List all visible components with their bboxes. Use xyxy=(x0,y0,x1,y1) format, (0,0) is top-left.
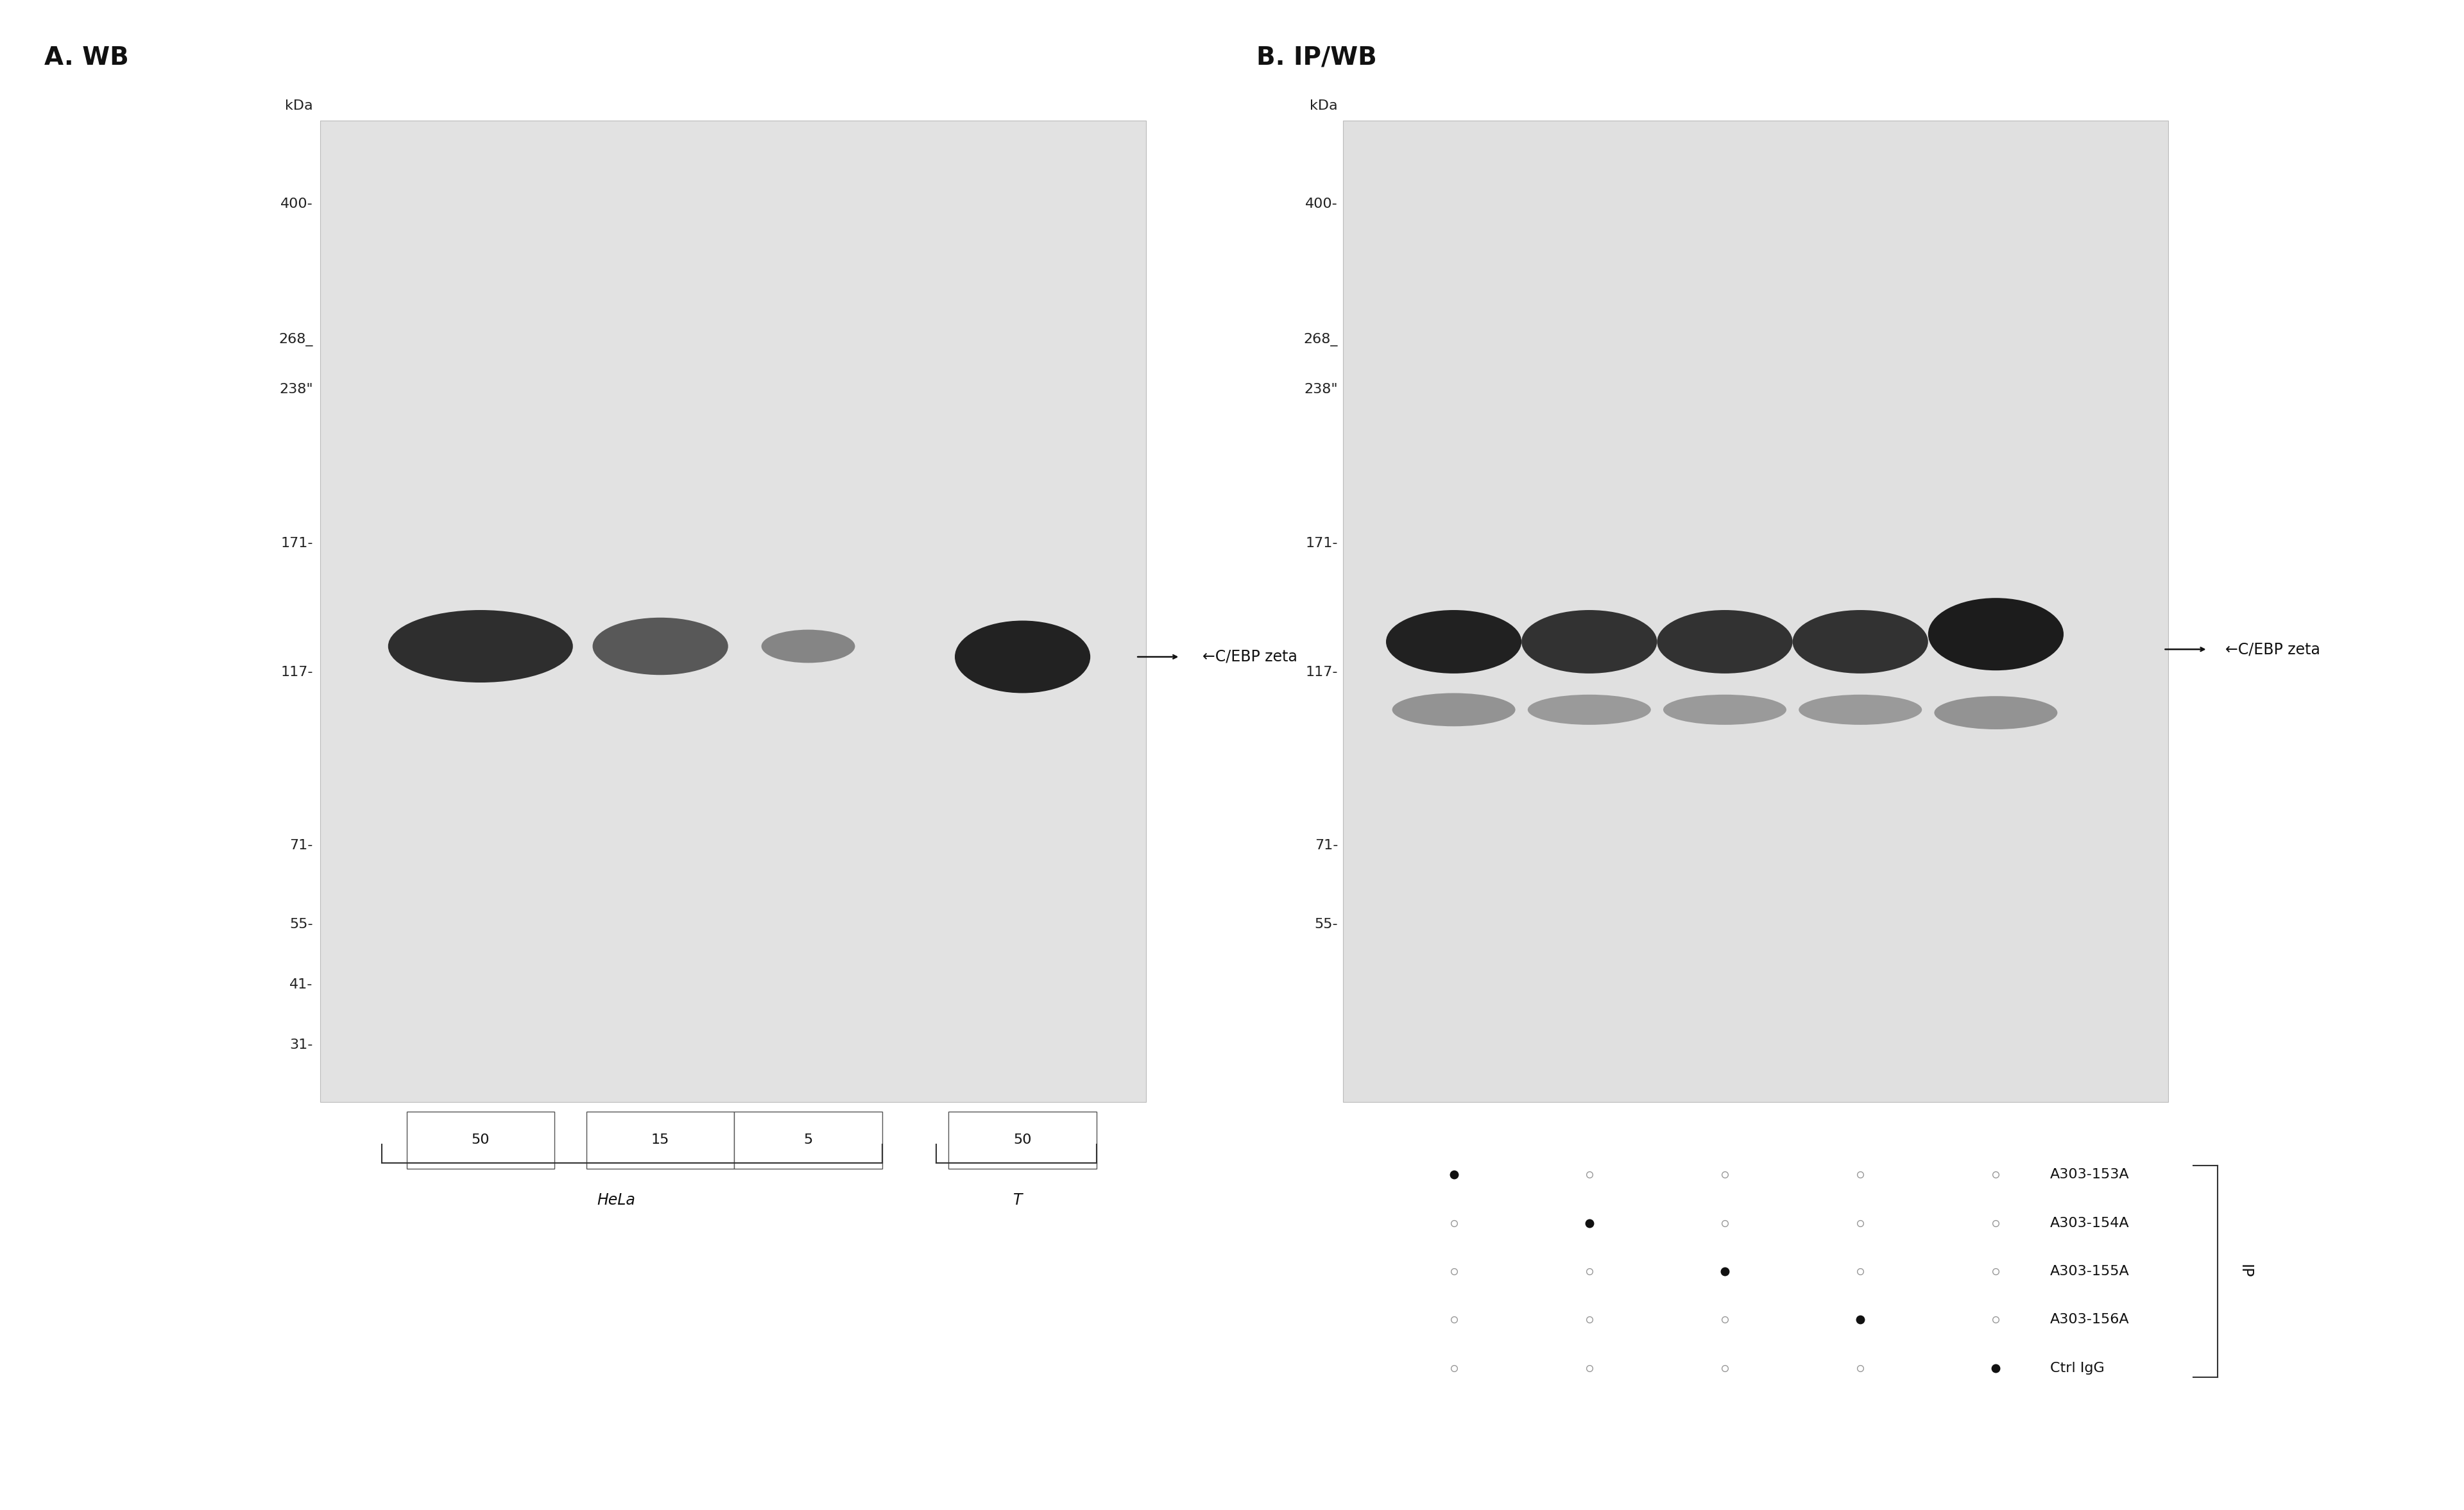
Text: 15: 15 xyxy=(650,1134,670,1146)
Text: 171-: 171- xyxy=(1306,538,1338,550)
Ellipse shape xyxy=(1528,695,1651,725)
Text: A303-154A: A303-154A xyxy=(2050,1217,2129,1229)
Text: 71-: 71- xyxy=(1316,840,1338,852)
Text: 268_: 268_ xyxy=(278,334,313,346)
Text: 400-: 400- xyxy=(1306,198,1338,210)
Text: 238": 238" xyxy=(278,384,313,396)
Text: 117-: 117- xyxy=(1306,666,1338,678)
Text: ←C/EBP zeta: ←C/EBP zeta xyxy=(1202,649,1299,664)
Text: A303-156A: A303-156A xyxy=(2050,1314,2129,1326)
Ellipse shape xyxy=(1927,598,2065,670)
Text: 171-: 171- xyxy=(281,538,313,550)
Bar xyxy=(407,1111,554,1169)
Text: A303-155A: A303-155A xyxy=(2050,1265,2129,1277)
Bar xyxy=(1343,121,2168,1102)
Text: 50: 50 xyxy=(471,1134,490,1146)
Ellipse shape xyxy=(1791,610,1927,673)
Ellipse shape xyxy=(1799,695,1922,725)
Text: 400-: 400- xyxy=(281,198,313,210)
Text: 31-: 31- xyxy=(291,1039,313,1051)
Ellipse shape xyxy=(1934,696,2057,729)
Ellipse shape xyxy=(1656,610,1794,673)
Text: 55-: 55- xyxy=(1313,918,1338,930)
Ellipse shape xyxy=(1523,610,1656,673)
Ellipse shape xyxy=(1663,695,1786,725)
Bar xyxy=(586,1111,734,1169)
Ellipse shape xyxy=(956,621,1089,693)
Text: A. WB: A. WB xyxy=(44,45,128,69)
Text: 238": 238" xyxy=(1303,384,1338,396)
Text: A303-153A: A303-153A xyxy=(2050,1169,2129,1181)
Text: T: T xyxy=(1013,1193,1023,1208)
Text: kDa: kDa xyxy=(286,100,313,112)
Text: 268_: 268_ xyxy=(1303,334,1338,346)
Ellipse shape xyxy=(389,610,572,683)
Ellipse shape xyxy=(1385,610,1520,673)
Bar xyxy=(734,1111,882,1169)
Text: kDa: kDa xyxy=(1311,100,1338,112)
Ellipse shape xyxy=(1392,693,1515,726)
Text: B. IP/WB: B. IP/WB xyxy=(1257,45,1377,69)
Ellipse shape xyxy=(594,618,729,675)
Text: Ctrl IgG: Ctrl IgG xyxy=(2050,1362,2104,1374)
Ellipse shape xyxy=(761,630,855,663)
Bar xyxy=(320,121,1146,1102)
Text: 117-: 117- xyxy=(281,666,313,678)
Text: 71-: 71- xyxy=(291,840,313,852)
Text: ←C/EBP zeta: ←C/EBP zeta xyxy=(2225,642,2321,657)
Bar xyxy=(949,1111,1096,1169)
Text: 41-: 41- xyxy=(291,978,313,991)
Text: HeLa: HeLa xyxy=(596,1193,636,1208)
Text: 5: 5 xyxy=(803,1134,813,1146)
Text: IP: IP xyxy=(2237,1264,2252,1279)
Text: 55-: 55- xyxy=(288,918,313,930)
Text: 50: 50 xyxy=(1013,1134,1032,1146)
